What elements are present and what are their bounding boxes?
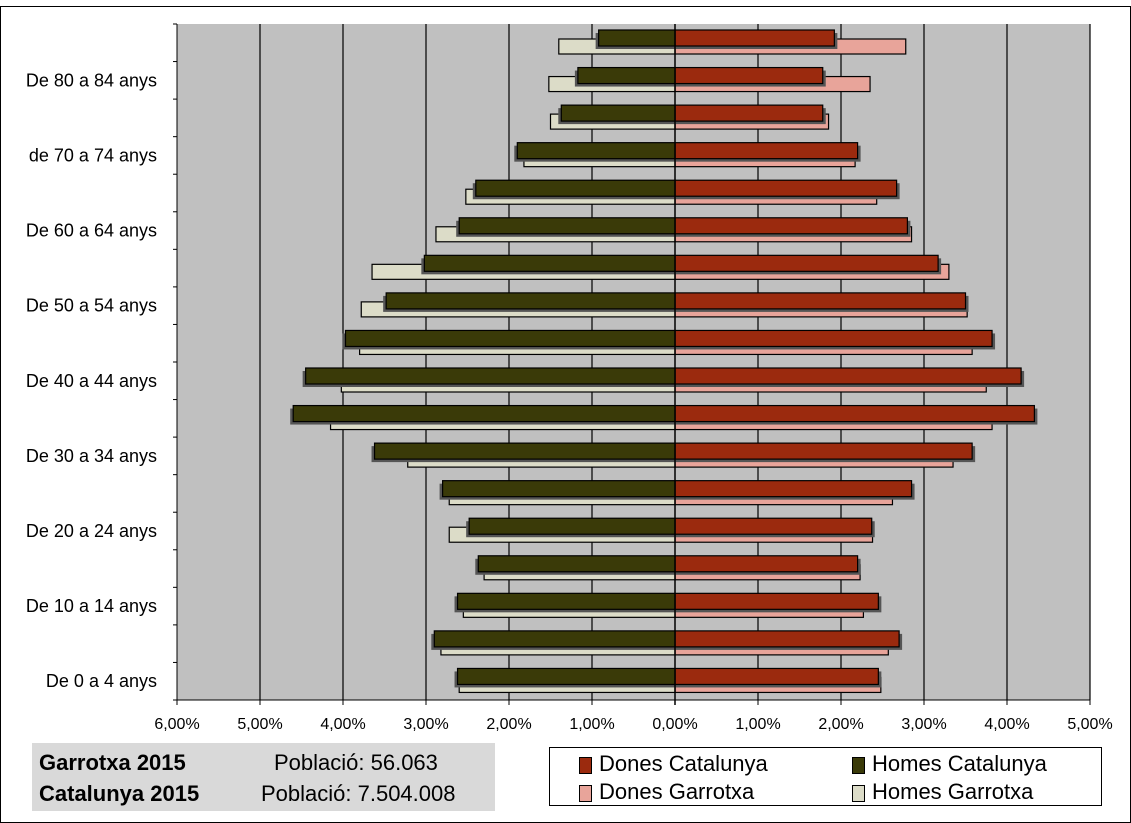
bar-dones-catalunya [674, 292, 967, 310]
legend-swatch-homes-catalunya [852, 757, 865, 774]
bar-dones-catalunya [674, 480, 913, 498]
bar-homes-catalunya [468, 517, 676, 535]
population-info-box: Garrotxa 2015 Població: 56.063 Catalunya… [32, 743, 495, 811]
bar-dones-catalunya [674, 630, 900, 648]
info-name-catalunya: Catalunya 2015 [39, 781, 200, 806]
bar-homes-catalunya [385, 292, 676, 310]
info-pop-catalunya: Població: 7.504.008 [261, 781, 456, 806]
bar-dones-catalunya [674, 104, 824, 122]
grid-lines [259, 24, 1091, 700]
age-group-label: De 0 a 4 anys [46, 671, 157, 691]
bar-dones-catalunya [674, 142, 859, 160]
bar-dones-catalunya [674, 592, 879, 610]
x-tick-label: 2,00% [486, 716, 531, 733]
x-tick-label: 2,00% [818, 716, 863, 733]
bar-dones-catalunya [674, 254, 939, 272]
bar-homes-catalunya [305, 367, 676, 385]
info-pop-garrotxa: Població: 56.063 [274, 750, 438, 775]
x-tick-label: 5,00% [237, 716, 282, 733]
legend: Dones Catalunya Homes Catalunya Dones Ga… [549, 747, 1102, 806]
plot-area [177, 24, 1090, 700]
bar-homes-catalunya [560, 104, 676, 122]
bar-dones-catalunya [674, 217, 908, 235]
bar-homes-catalunya [458, 217, 676, 235]
bar-dones-catalunya [674, 179, 898, 197]
bar-homes-catalunya [516, 142, 676, 160]
age-group-labels: De 0 a 4 anys De 10 a 14 anys De 20 a 24 a… [26, 70, 157, 691]
age-group-label: De 40 a 44 anys [26, 371, 157, 391]
legend-swatch-dones-catalunya [579, 757, 592, 774]
info-name-garrotxa: Garrotxa 2015 [39, 750, 186, 775]
legend-label-dones-catalunya: Dones Catalunya [599, 751, 768, 776]
x-tick-label: 3,00% [901, 716, 946, 733]
bar-dones-catalunya [674, 29, 835, 47]
legend-swatch-dones-garrotxa [579, 785, 592, 802]
bar-dones-catalunya [674, 667, 879, 686]
bar-dones-catalunya [674, 404, 1035, 423]
x-tick-label: 5,00% [1067, 716, 1112, 733]
bar-dones-catalunya [674, 367, 1022, 385]
bar-homes-catalunya [373, 442, 676, 460]
x-tick-label: 1,00% [569, 716, 614, 733]
legend-label-homes-garrotxa: Homes Garrotxa [872, 779, 1034, 804]
age-group-label: De 80 a 84 anys [26, 70, 157, 90]
age-group-label: De 20 a 24 anys [26, 521, 157, 541]
bar-dones-catalunya [674, 442, 973, 460]
bar-homes-catalunya [344, 329, 676, 348]
bar-homes-catalunya [442, 480, 676, 498]
axes [173, 23, 1091, 705]
bar-homes-catalunya [456, 667, 676, 686]
bar-dones-catalunya [674, 555, 859, 573]
bar-homes-catalunya [477, 555, 676, 573]
bar-homes-catalunya [577, 66, 676, 85]
age-group-label: De 10 a 14 anys [26, 596, 157, 616]
x-tick-label: 4,00% [984, 716, 1029, 733]
x-tick-labels: 6,00% 5,00% 4,00% 3,00% 2,00% 1,00% 0,00% 1,00%… [154, 716, 1112, 733]
age-group-label: De 30 a 34 anys [26, 446, 157, 466]
age-group-label: De 50 a 54 anys [26, 296, 157, 316]
age-group-label: de 70 a 74 anys [29, 145, 157, 165]
x-tick-label: 1,00% [735, 716, 780, 733]
bar-homes-catalunya [598, 29, 676, 47]
bar-dones-catalunya [674, 66, 824, 85]
bar-homes-catalunya [292, 404, 676, 423]
bar-dones-catalunya [674, 329, 993, 348]
legend-label-dones-garrotxa: Dones Garrotxa [599, 779, 755, 804]
bar-homes-catalunya [456, 592, 676, 610]
age-group-label: De 60 a 64 anys [26, 221, 157, 241]
x-tick-label: 4,00% [320, 716, 365, 733]
bars [290, 29, 1038, 694]
bar-dones-catalunya [674, 517, 873, 535]
legend-swatch-homes-garrotxa [852, 785, 865, 802]
legend-label-homes-catalunya: Homes Catalunya [872, 751, 1047, 776]
bar-homes-catalunya [433, 630, 676, 648]
x-tick-label: 3,00% [403, 716, 448, 733]
x-tick-label: 0,00% [652, 716, 697, 733]
bar-homes-catalunya [475, 179, 676, 197]
bar-homes-catalunya [423, 254, 676, 272]
x-tick-label: 6,00% [154, 716, 199, 733]
